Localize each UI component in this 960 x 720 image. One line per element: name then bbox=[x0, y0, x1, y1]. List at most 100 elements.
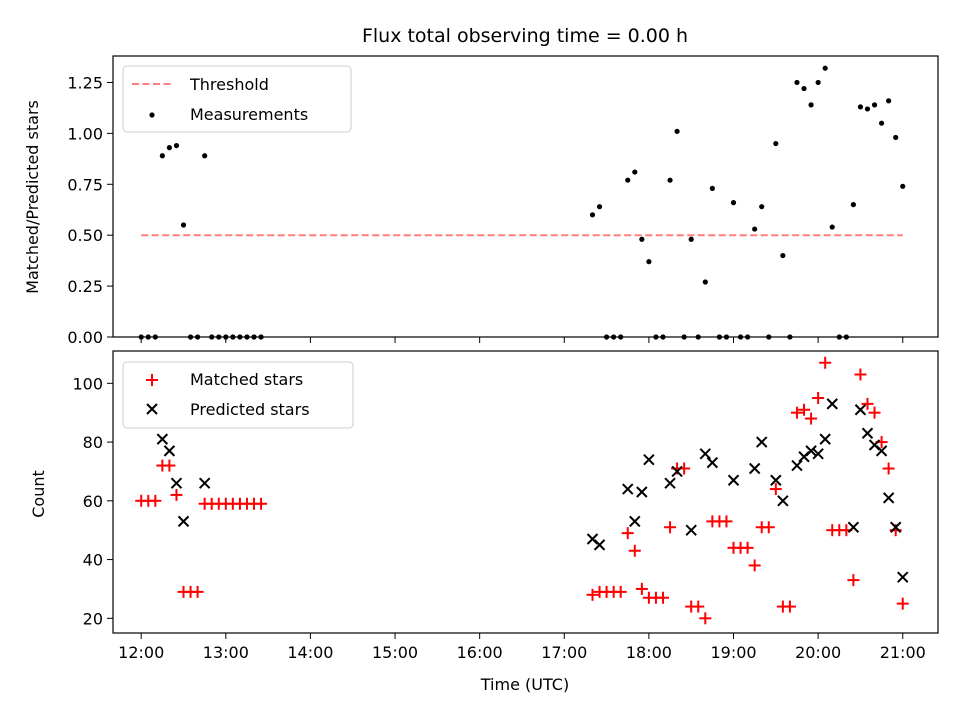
predicted-star-point bbox=[875, 445, 888, 457]
matched-star-point bbox=[748, 559, 761, 572]
y-tick-label: 0.75 bbox=[67, 175, 103, 194]
legend-measurements-label: Measurements bbox=[190, 105, 308, 124]
x-tick-label: 17:00 bbox=[541, 643, 587, 662]
legend-predicted-label: Predicted stars bbox=[190, 400, 310, 419]
y-tick-label: 0.25 bbox=[67, 277, 103, 296]
predicted-star-point bbox=[593, 539, 606, 551]
matched-star-point bbox=[790, 406, 803, 419]
predicted-star-point bbox=[177, 515, 190, 528]
matched-star-point bbox=[191, 585, 204, 598]
measurement-point bbox=[173, 142, 180, 149]
matched-star-point bbox=[621, 527, 634, 540]
matched-star-point bbox=[149, 494, 162, 507]
measurement-point bbox=[815, 79, 821, 86]
matched-star-point bbox=[798, 403, 811, 416]
measurement-point bbox=[808, 102, 814, 108]
measurement-point bbox=[639, 236, 645, 242]
predicted-star-point bbox=[805, 445, 817, 457]
matched-star-point bbox=[657, 591, 669, 604]
measurement-point bbox=[166, 145, 173, 151]
measurement-point bbox=[878, 120, 885, 126]
predicted-star-point bbox=[791, 459, 803, 472]
measurement-point bbox=[850, 202, 856, 208]
predicted-star-point bbox=[882, 492, 895, 504]
measurement-point bbox=[900, 183, 906, 189]
predicted-star-point bbox=[854, 404, 867, 416]
predicted-star-point bbox=[847, 521, 860, 533]
predicted-star-point bbox=[622, 483, 634, 495]
matched-star-point bbox=[614, 585, 627, 598]
matched-star-point bbox=[868, 406, 881, 419]
predicted-star-point bbox=[897, 571, 909, 583]
predicted-star-point bbox=[685, 524, 697, 536]
matched-star-point bbox=[255, 497, 268, 510]
matched-star-point bbox=[861, 397, 874, 410]
measurement-point bbox=[773, 140, 779, 147]
measurement-point bbox=[871, 102, 878, 108]
measurement-point bbox=[202, 153, 208, 159]
bottom-y-axis: 20 40 60 80 100 bbox=[72, 374, 113, 628]
x-axis-label: Time (UTC) bbox=[480, 675, 569, 694]
matched-star-point bbox=[628, 544, 641, 557]
top-y-axis-label: Matched/Predicted stars bbox=[23, 100, 42, 294]
matched-star-point bbox=[819, 356, 832, 369]
measurement-point bbox=[688, 236, 694, 242]
bottom-legend-box bbox=[122, 361, 354, 429]
measurement-point bbox=[794, 79, 800, 86]
top-legend-box bbox=[122, 65, 352, 133]
y-tick-label: 60 bbox=[83, 492, 103, 511]
predicted-star-point bbox=[163, 445, 176, 457]
y-tick-label: 0.00 bbox=[67, 328, 103, 347]
y-tick-label: 20 bbox=[83, 609, 103, 628]
predicted-star-point bbox=[861, 427, 874, 439]
matched-star-point bbox=[805, 412, 818, 425]
matched-star-point bbox=[769, 483, 782, 496]
measurement-point bbox=[709, 185, 715, 191]
predicted-star-point bbox=[643, 453, 655, 466]
predicted-star-point bbox=[889, 521, 902, 533]
predicted-star-point bbox=[629, 515, 641, 528]
predicted-star-point bbox=[636, 486, 648, 498]
measurement-point bbox=[159, 153, 165, 159]
y-tick-label: 80 bbox=[83, 433, 103, 452]
matched-star-point bbox=[720, 515, 733, 528]
bottom-y-axis-label: Count bbox=[29, 470, 48, 518]
measurement-point bbox=[632, 169, 638, 175]
y-tick-label: 1.00 bbox=[67, 124, 103, 143]
predicted-star-point bbox=[819, 433, 831, 445]
measurement-point bbox=[864, 106, 871, 112]
matched-star-point bbox=[170, 488, 183, 501]
measurement-point bbox=[674, 128, 680, 134]
x-tick-label: 14:00 bbox=[287, 643, 333, 662]
top-plot-area bbox=[138, 65, 906, 340]
measurement-point bbox=[801, 85, 807, 92]
matched-star-point bbox=[812, 392, 825, 404]
predicted-star-point bbox=[664, 477, 676, 489]
bottom-x-axis: 12:00 13:00 14:00 15:00 16:00 17:00 18:00 19:00… bbox=[118, 633, 926, 662]
y-tick-label: 1.25 bbox=[67, 73, 103, 92]
legend-predicted-swatch bbox=[146, 403, 158, 415]
measurement-point bbox=[822, 65, 828, 71]
matched-star-point bbox=[882, 462, 895, 475]
x-tick-label: 18:00 bbox=[626, 643, 672, 662]
legend-matched-label: Matched stars bbox=[190, 370, 303, 389]
measurement-point bbox=[752, 226, 758, 232]
x-tick-label: 19:00 bbox=[710, 643, 756, 662]
bottom-legend: Matched stars Predicted stars bbox=[122, 361, 354, 429]
predicted-star-point bbox=[727, 474, 740, 486]
legend-measurements-swatch bbox=[149, 112, 155, 118]
matched-star-point bbox=[854, 368, 867, 381]
matched-star-point bbox=[692, 600, 705, 613]
predicted-star-point bbox=[756, 436, 768, 448]
matched-star-point bbox=[586, 588, 599, 601]
matched-star-point bbox=[847, 574, 860, 587]
measurement-point bbox=[886, 98, 892, 104]
top-legend: Threshold Measurements bbox=[122, 65, 352, 133]
x-tick-label: 15:00 bbox=[372, 643, 418, 662]
measurement-point bbox=[857, 104, 864, 110]
predicted-star-point bbox=[812, 448, 824, 460]
matched-star-point bbox=[896, 597, 909, 610]
top-y-axis: 0.00 0.25 0.50 0.75 1.00 1.25 bbox=[67, 73, 113, 347]
predicted-star-point bbox=[706, 456, 719, 469]
